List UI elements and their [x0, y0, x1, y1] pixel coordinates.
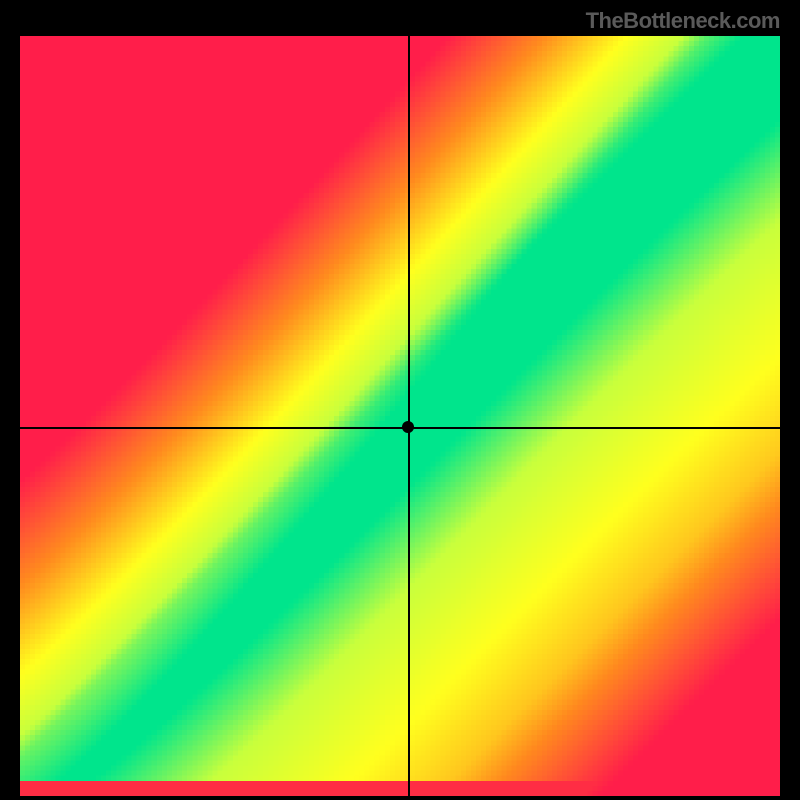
watermark-text: TheBottleneck.com	[586, 8, 780, 34]
plot-frame	[20, 36, 780, 796]
heatmap-plot	[20, 36, 780, 796]
heatmap-canvas	[20, 36, 780, 796]
